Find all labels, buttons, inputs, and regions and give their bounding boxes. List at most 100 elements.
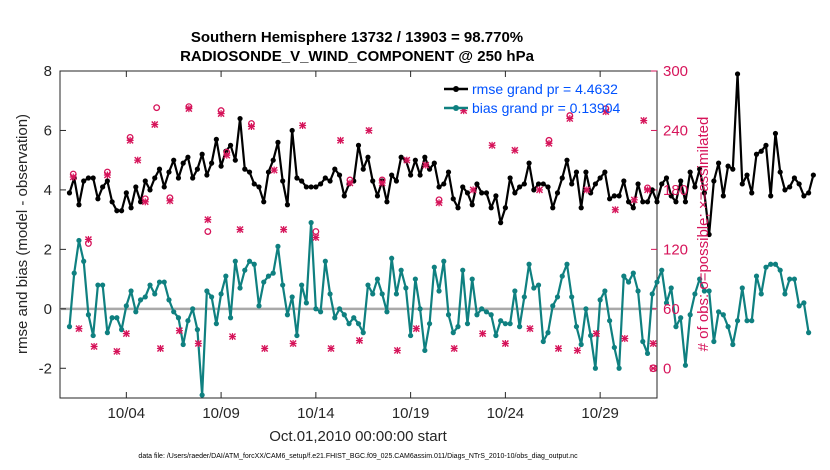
- rmse-point: [85, 175, 92, 181]
- bias-point: [663, 300, 670, 306]
- chart-title: Southern Hemisphere 13732 / 13903 = 98.7…: [191, 29, 523, 46]
- bias-point: [682, 362, 689, 368]
- bias-point: [526, 261, 532, 267]
- bias-point: [294, 332, 300, 339]
- obs-assimilated-point: [346, 179, 354, 187]
- rmse-point: [209, 160, 215, 166]
- rmse-point: [554, 190, 561, 196]
- rmse-point: [318, 181, 324, 187]
- bias-point: [469, 276, 475, 282]
- bias-point: [237, 285, 243, 291]
- rmse-point: [455, 205, 461, 211]
- rmse-point: [232, 157, 238, 163]
- rmse-point: [711, 178, 717, 184]
- bias-point: [791, 276, 798, 282]
- rmse-point: [673, 199, 679, 205]
- bias-point: [772, 261, 779, 267]
- obs-assimilated-point: [299, 122, 307, 129]
- bias-point: [100, 282, 106, 288]
- bias-point: [777, 267, 783, 273]
- rmse-point: [787, 184, 793, 190]
- bias-point: [517, 324, 523, 330]
- rmse-point: [114, 208, 120, 214]
- bias-point: [71, 270, 77, 276]
- rmse-point: [431, 160, 437, 166]
- rmse-point: [753, 151, 760, 157]
- footnote: data file: /Users/raeder/DAI/ATM_forcXX/…: [138, 453, 578, 460]
- rmse-point: [564, 157, 570, 163]
- bias-point: [180, 341, 186, 348]
- obs-assimilated-point: [289, 340, 297, 347]
- rmse-point: [341, 193, 347, 199]
- rmse-point: [408, 172, 414, 178]
- bias-point: [303, 300, 309, 306]
- bias-point: [550, 303, 556, 309]
- bias-point: [588, 332, 594, 339]
- obs-assimilated-point: [488, 141, 496, 149]
- rmse-point: [659, 181, 665, 187]
- bias-point: [209, 294, 215, 300]
- rmse-point: [246, 169, 253, 175]
- obs-assimilated-point: [566, 115, 574, 123]
- bias-point: [332, 315, 338, 321]
- y2-axis-label: # of obs: o=possible; ×=assimilated: [695, 117, 712, 352]
- bias-point: [720, 312, 726, 318]
- bias-point: [564, 261, 570, 267]
- x-tick-label: 10/29: [581, 405, 619, 422]
- bias-point: [753, 273, 760, 279]
- bias-point: [592, 365, 599, 371]
- obs-assimilated-point: [156, 344, 164, 352]
- obs-assimilated-point: [75, 325, 83, 333]
- bias-point: [109, 315, 115, 321]
- x-axis-label: Oct.01,2010 00:00:00 start: [269, 428, 447, 445]
- bias-point: [796, 303, 802, 309]
- rmse-point: [469, 202, 475, 208]
- bias-point: [573, 324, 580, 330]
- bias-point: [583, 306, 589, 312]
- rmse-point: [749, 190, 755, 196]
- obs-assimilated-point: [312, 233, 320, 241]
- bias-point: [104, 330, 110, 336]
- bias-point: [625, 279, 632, 285]
- bias-point: [758, 291, 764, 297]
- rmse-point: [251, 181, 257, 187]
- obs-assimilated-point: [185, 105, 193, 113]
- bias-point: [569, 294, 575, 300]
- rmse-point: [806, 190, 812, 196]
- obs-assimilated-point: [526, 325, 534, 333]
- rmse-point: [204, 172, 210, 178]
- rmse-point: [625, 199, 632, 205]
- bias-point: [644, 350, 651, 357]
- bias-point: [327, 291, 333, 297]
- plot-area: [59, 70, 658, 399]
- bias-point: [578, 341, 584, 348]
- rmse-point: [621, 178, 627, 184]
- rmse-point: [436, 184, 442, 190]
- bias-point: [441, 258, 447, 264]
- y-tick-label: 6: [44, 122, 52, 139]
- obs-assimilated-point: [378, 179, 386, 187]
- rmse-point: [398, 154, 404, 160]
- bias-point: [90, 332, 96, 339]
- rmse-point: [142, 178, 148, 184]
- rmse-point: [445, 169, 452, 175]
- bias-point: [474, 312, 480, 318]
- rmse-point: [521, 181, 527, 187]
- bias-point: [365, 282, 371, 288]
- bias-point: [133, 309, 139, 315]
- bias-point: [379, 291, 385, 297]
- rmse-point: [450, 196, 456, 202]
- bias-point: [479, 306, 485, 312]
- bias-point: [389, 255, 395, 261]
- y2-tick-label: 60: [663, 301, 680, 318]
- rmse-point: [697, 166, 703, 172]
- obs-assimilated-point: [175, 327, 183, 335]
- rmse-point: [479, 190, 485, 196]
- obs-assimilated-point: [365, 126, 373, 134]
- obs-zero-stroke: [649, 364, 657, 372]
- rmse-point: [535, 181, 542, 187]
- bias-point: [175, 315, 182, 321]
- y-tick-label: 2: [44, 241, 52, 258]
- y-tick-label: -2: [39, 360, 52, 377]
- bias-point: [749, 318, 755, 324]
